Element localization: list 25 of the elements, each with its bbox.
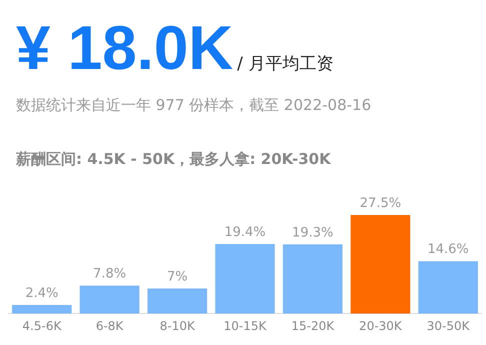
data-label: 19.3% bbox=[292, 225, 334, 240]
x-tick-label: 30-50K bbox=[426, 318, 471, 333]
data-label: 27.5% bbox=[360, 196, 402, 211]
bar bbox=[350, 214, 410, 314]
chart-title: ¥ 18.0K bbox=[16, 14, 234, 83]
bar bbox=[282, 244, 343, 314]
chart-subtitle: / 月平均工资 bbox=[237, 54, 334, 74]
bar bbox=[147, 288, 208, 314]
bar bbox=[215, 244, 275, 314]
x-tick-label: 10-15K bbox=[224, 318, 268, 333]
bar bbox=[418, 261, 478, 314]
x-tick-label: 8-10K bbox=[160, 318, 196, 333]
x-tick-label: 20-30K bbox=[359, 318, 403, 333]
text: 数据统计来自近一年 977 份样本，截至 2022-08-16 bbox=[16, 96, 372, 115]
data-label: 19.4% bbox=[224, 224, 266, 240]
data-label: 7% bbox=[166, 269, 188, 284]
x-tick-label: 6-8K bbox=[96, 318, 124, 333]
bar bbox=[80, 286, 140, 314]
data-label: 14.6% bbox=[427, 242, 469, 258]
text: 薪酬区间: 4.5K - 50K，最多人拿: 20K-30K bbox=[16, 150, 331, 169]
x-tick-label: 15-20K bbox=[291, 318, 336, 333]
x-tick-label: 4.5-6K bbox=[22, 318, 62, 333]
data-label: 7.8% bbox=[93, 266, 126, 282]
bar bbox=[12, 304, 72, 314]
data-label: 2.4% bbox=[25, 286, 58, 301]
